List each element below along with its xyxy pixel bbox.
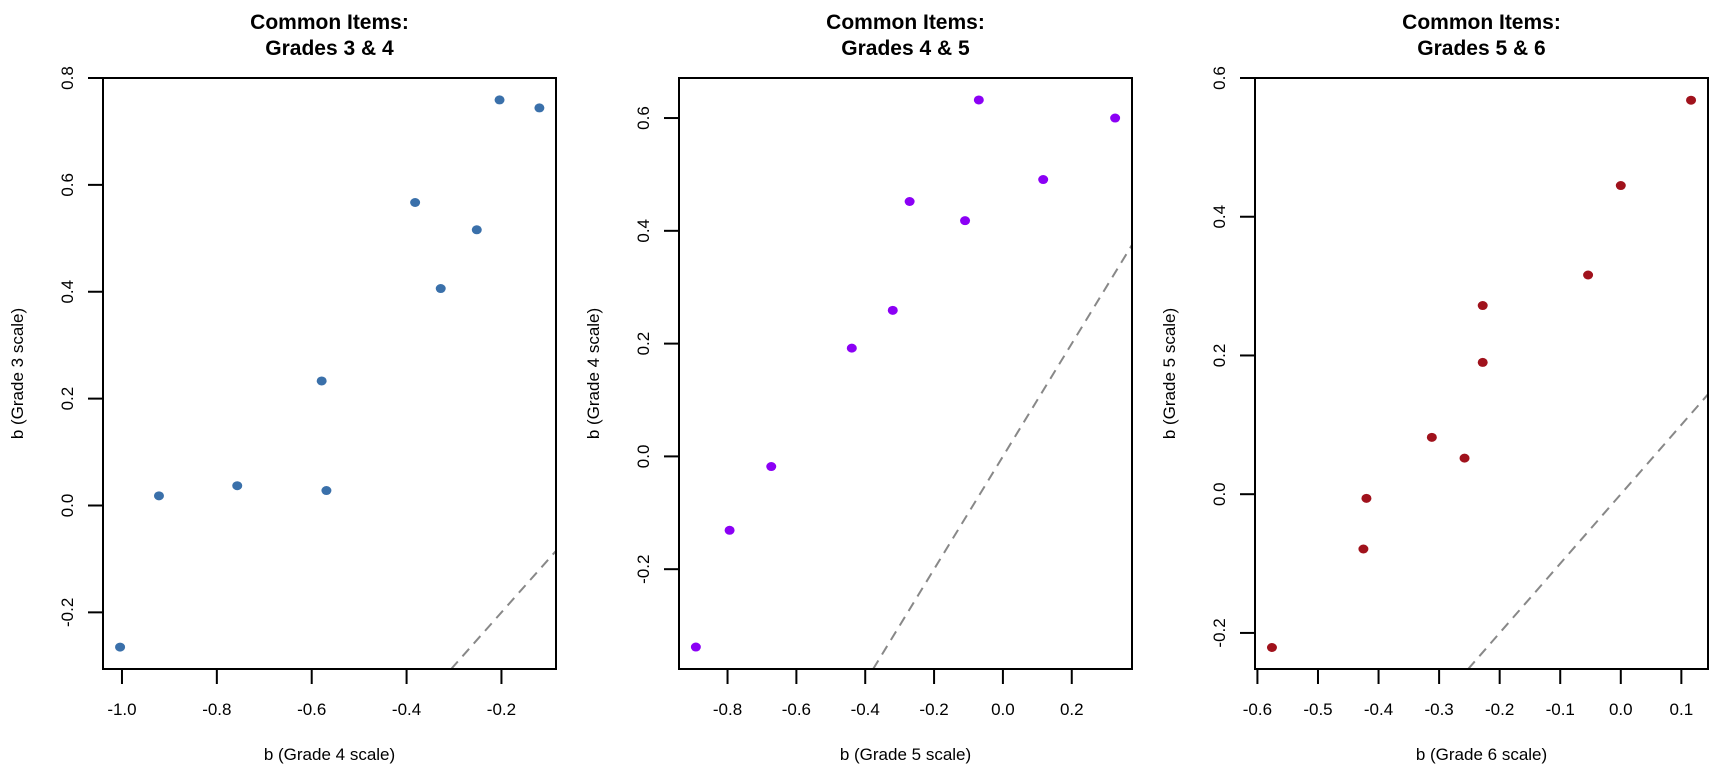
y-axis-title: b (Grade 4 scale) — [584, 308, 603, 439]
x-tick-label: -0.2 — [919, 700, 948, 719]
x-axis-title: b (Grade 5 scale) — [840, 745, 971, 764]
x-tick-label: -0.6 — [1243, 700, 1272, 719]
y-tick-label: 0.0 — [1210, 482, 1229, 506]
data-point — [1110, 113, 1121, 123]
x-tick-label: -0.6 — [297, 700, 326, 719]
identity-reference-line — [872, 244, 1133, 670]
data-point — [494, 95, 505, 105]
data-point — [232, 481, 243, 491]
x-axis-title: b (Grade 6 scale) — [1416, 745, 1547, 764]
y-tick-label: 0.4 — [58, 280, 77, 304]
data-point — [1358, 544, 1369, 554]
x-tick-label: 0.1 — [1670, 700, 1694, 719]
data-point — [846, 343, 857, 353]
x-tick-label: -0.8 — [202, 700, 231, 719]
y-tick-label: 0.4 — [1210, 205, 1229, 229]
data-point — [1477, 357, 1488, 367]
data-point — [887, 305, 898, 315]
data-point — [321, 486, 332, 496]
y-tick-label: 0.6 — [1210, 66, 1229, 90]
data-point — [1266, 642, 1277, 652]
y-tick-label: 0.2 — [634, 332, 653, 356]
plot-frame — [678, 77, 1133, 670]
data-point — [766, 462, 777, 472]
data-point — [1477, 301, 1488, 311]
chart-title-line-1: Common Items: — [826, 11, 985, 34]
y-tick-label: 0.4 — [634, 219, 653, 243]
data-point — [410, 198, 421, 208]
y-tick-label: -0.2 — [58, 598, 77, 627]
data-point — [724, 525, 735, 535]
chart-title-line-2: Grades 5 & 6 — [1417, 37, 1545, 60]
y-axis-title: b (Grade 5 scale) — [1160, 308, 1179, 439]
y-axis-title: b (Grade 3 scale) — [8, 308, 27, 439]
chart-title-line-1: Common Items: — [250, 11, 409, 34]
chart-title-line-2: Grades 4 & 5 — [841, 37, 970, 60]
plot-frame — [1254, 77, 1709, 670]
x-tick-label: 0.0 — [1609, 700, 1633, 719]
data-point — [115, 642, 126, 652]
data-point — [471, 225, 482, 235]
scatter-panel-3: Common Items: Grades 5 & 6 -0.6 -0.5 -0.4 -0.… — [1160, 11, 1709, 764]
x-tick-label: -0.1 — [1546, 700, 1575, 719]
scatter-panel-2: Common Items: Grades 4 & 5 -0.8 -0.6 -0.4 -0.… — [584, 11, 1133, 764]
x-tick-label: -1.0 — [107, 700, 136, 719]
data-point — [1459, 453, 1470, 463]
y-tick-label: 0.0 — [634, 445, 653, 469]
data-point — [534, 103, 545, 113]
data-point — [435, 284, 446, 294]
data-point — [690, 642, 701, 652]
x-tick-label: -0.6 — [782, 700, 811, 719]
plot-frame — [102, 77, 557, 670]
identity-reference-line — [450, 550, 557, 670]
data-point — [1361, 493, 1372, 503]
y-tick-label: 0.2 — [58, 387, 77, 411]
data-point — [960, 216, 971, 226]
data-point — [973, 95, 984, 105]
data-point — [316, 376, 327, 386]
y-tick-label: 0.8 — [58, 66, 77, 90]
y-tick-label: 0.6 — [58, 173, 77, 197]
x-tick-label: 0.2 — [1060, 700, 1084, 719]
x-tick-label: -0.8 — [713, 700, 742, 719]
data-point — [904, 197, 915, 207]
x-tick-label: -0.4 — [851, 700, 880, 719]
data-point — [1426, 432, 1437, 442]
identity-reference-line — [1467, 393, 1709, 670]
data-point — [153, 491, 164, 501]
x-axis-title: b (Grade 4 scale) — [264, 745, 395, 764]
y-tick-label: 0.0 — [58, 494, 77, 518]
x-tick-label: -0.5 — [1303, 700, 1332, 719]
x-tick-label: -0.4 — [392, 700, 421, 719]
data-point — [1583, 270, 1594, 280]
x-tick-label: -0.2 — [1485, 700, 1514, 719]
y-tick-label: -0.2 — [1210, 618, 1229, 647]
data-point — [1038, 175, 1049, 185]
chart-title-line-1: Common Items: — [1402, 11, 1561, 34]
x-tick-label: -0.4 — [1364, 700, 1393, 719]
data-point — [1615, 181, 1626, 191]
y-tick-label: -0.2 — [634, 555, 653, 584]
scatter-panel-1: Common Items: Grades 3 & 4 -1.0 -0.8 -0.6 -0.… — [8, 11, 557, 764]
x-tick-label: -0.3 — [1424, 700, 1453, 719]
x-tick-label: 0.0 — [991, 700, 1015, 719]
y-tick-label: 0.6 — [634, 106, 653, 130]
y-tick-label: 0.2 — [1210, 344, 1229, 368]
chart-title-line-2: Grades 3 & 4 — [265, 37, 394, 60]
data-point — [1686, 95, 1697, 105]
x-tick-label: -0.2 — [487, 700, 516, 719]
